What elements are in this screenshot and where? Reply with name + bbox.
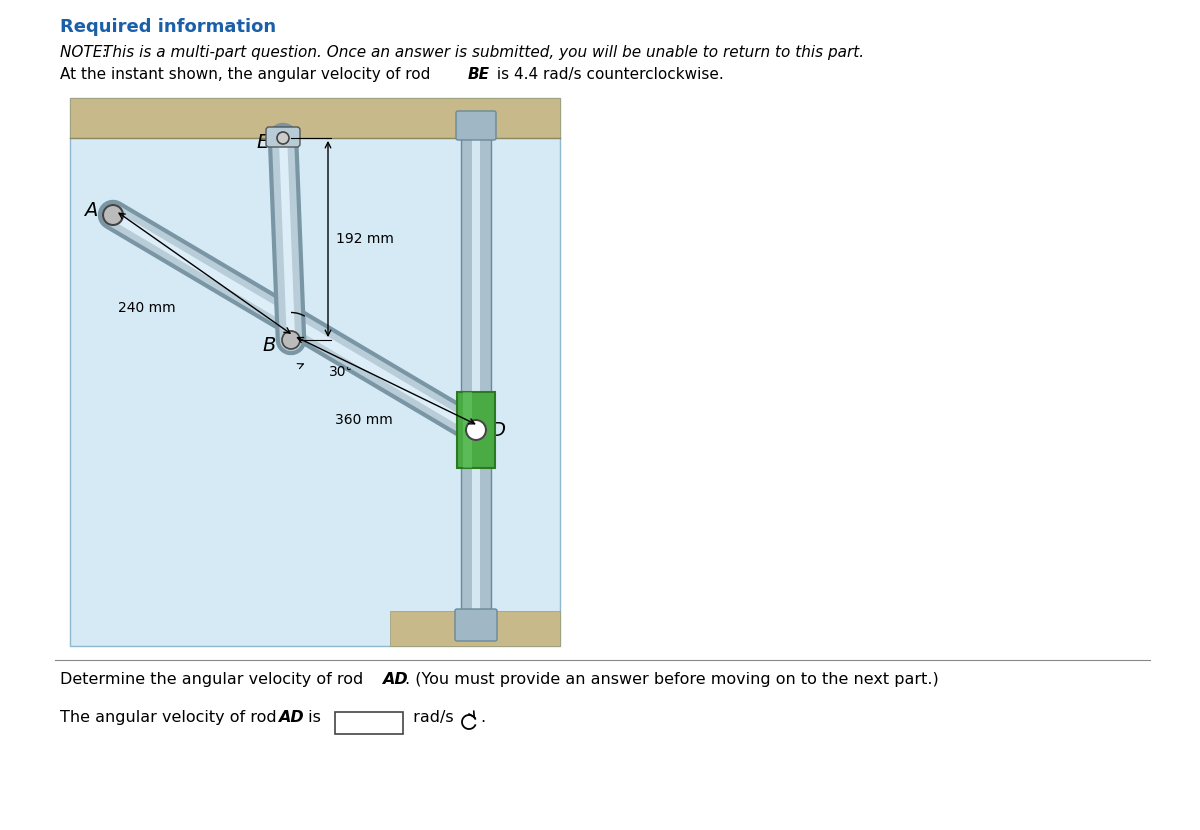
Text: is: is	[302, 710, 320, 725]
FancyBboxPatch shape	[472, 138, 480, 611]
FancyBboxPatch shape	[70, 98, 560, 646]
FancyBboxPatch shape	[457, 392, 496, 468]
Text: E: E	[257, 134, 269, 153]
Text: .: .	[480, 710, 485, 725]
Text: Determine the angular velocity of rod: Determine the angular velocity of rod	[60, 672, 368, 687]
FancyBboxPatch shape	[461, 138, 491, 611]
Circle shape	[466, 420, 486, 440]
Text: is 4.4 rad/s counterclockwise.: is 4.4 rad/s counterclockwise.	[492, 67, 724, 82]
Text: AD: AD	[278, 710, 304, 725]
Text: BE: BE	[468, 67, 490, 82]
FancyBboxPatch shape	[335, 712, 403, 734]
Text: Required information: Required information	[60, 18, 276, 36]
Text: 360 mm: 360 mm	[335, 413, 392, 427]
FancyBboxPatch shape	[70, 98, 560, 138]
Text: D: D	[491, 421, 505, 440]
Text: AD: AD	[382, 672, 408, 687]
Text: . (You must provide an answer before moving on to the next part.): . (You must provide an answer before mov…	[406, 672, 938, 687]
Text: The angular velocity of rod: The angular velocity of rod	[60, 710, 282, 725]
FancyBboxPatch shape	[455, 609, 497, 641]
Text: At the instant shown, the angular velocity of rod: At the instant shown, the angular veloci…	[60, 67, 436, 82]
FancyBboxPatch shape	[266, 127, 300, 147]
Text: This is a multi-part question. Once an answer is submitted, you will be unable t: This is a multi-part question. Once an a…	[103, 45, 864, 60]
Text: B: B	[263, 335, 276, 354]
Text: rad/s: rad/s	[408, 710, 454, 725]
FancyBboxPatch shape	[456, 111, 496, 140]
Text: 192 mm: 192 mm	[336, 232, 394, 246]
Circle shape	[277, 132, 289, 144]
Text: NOTE:: NOTE:	[60, 45, 113, 60]
FancyBboxPatch shape	[390, 611, 560, 646]
Circle shape	[103, 205, 124, 225]
Text: 240 mm: 240 mm	[118, 300, 176, 315]
Circle shape	[282, 331, 300, 349]
Text: 30°: 30°	[329, 365, 354, 379]
FancyBboxPatch shape	[463, 392, 473, 468]
Text: A: A	[84, 201, 97, 219]
